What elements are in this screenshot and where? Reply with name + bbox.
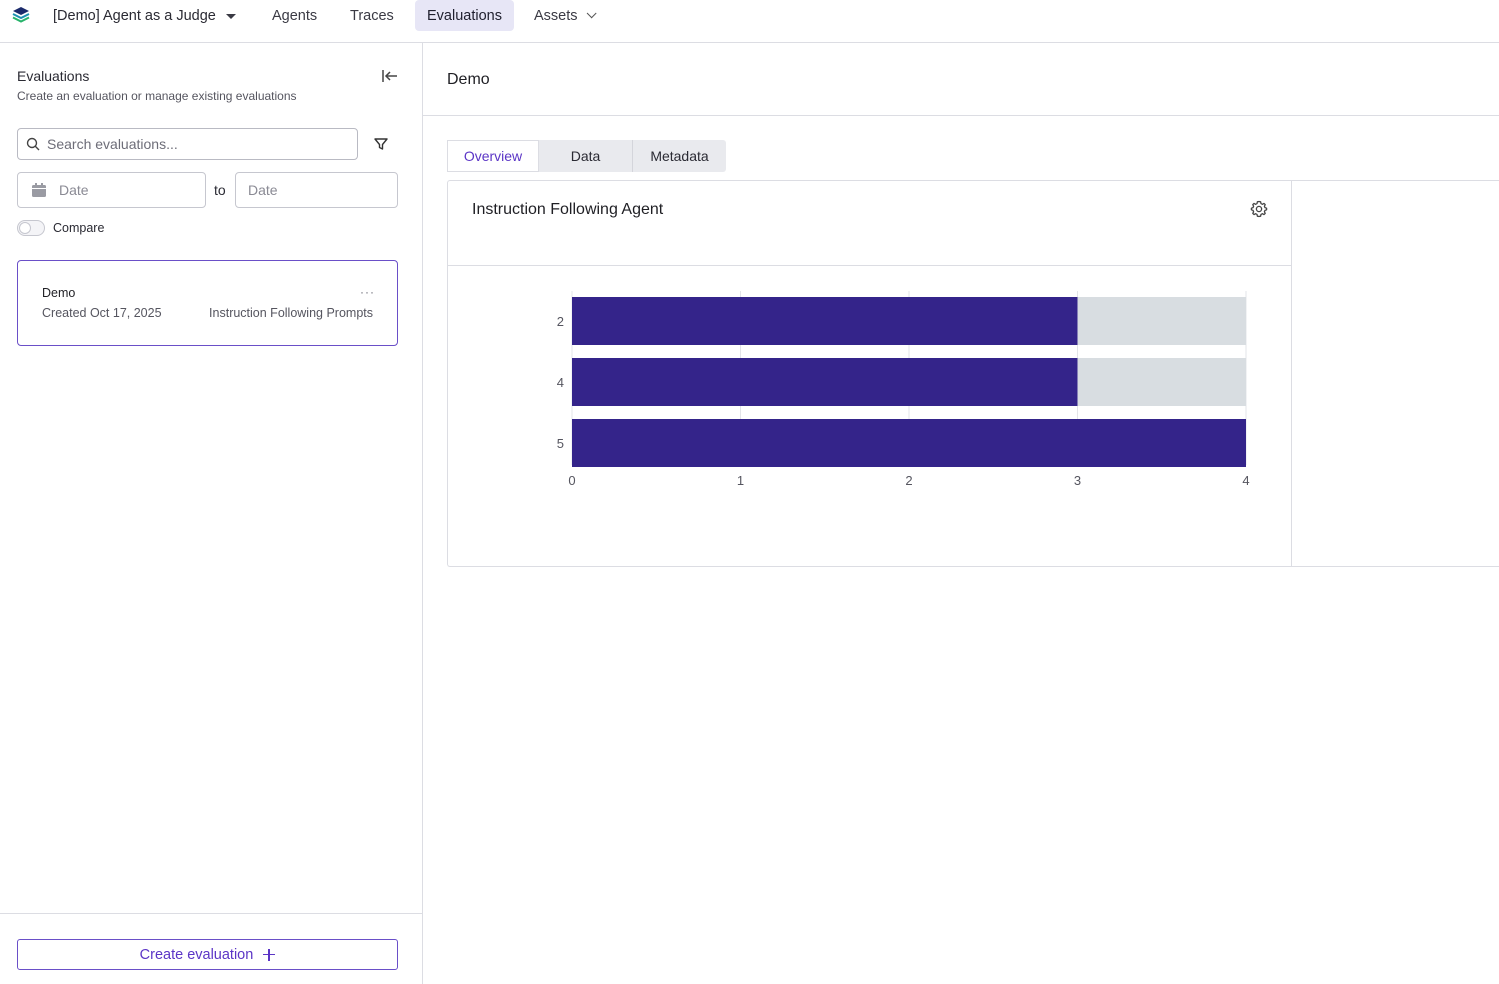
date-from-field: [17, 172, 206, 208]
app-logo-icon[interactable]: [12, 6, 30, 24]
bar: [1077, 297, 1246, 345]
top-navigation-bar: [Demo] Agent as a Judge Agents Traces Ev…: [0, 0, 1499, 43]
nav-agents-label: Agents: [272, 7, 318, 24]
date-to-input[interactable]: [248, 182, 368, 198]
project-name: [Demo] Agent as a Judge: [53, 7, 216, 24]
search-icon: [26, 137, 40, 151]
tab-metadata-label: Metadata: [650, 148, 709, 164]
main-content: Demo Overview Data Metadata Instruction …: [423, 43, 1499, 984]
sidebar-subtitle: Create an evaluation or manage existing …: [17, 89, 297, 103]
y-category-label: 2: [557, 314, 564, 329]
evaluation-dataset: Instruction Following Prompts: [209, 306, 373, 320]
collapse-sidebar-icon[interactable]: [379, 67, 399, 85]
chevron-down-icon: [586, 8, 597, 19]
date-from-input[interactable]: [59, 182, 179, 198]
tab-data-label: Data: [570, 148, 601, 164]
x-tick-label: 0: [568, 473, 575, 488]
tab-bar: Overview Data Metadata: [447, 140, 726, 172]
gear-icon[interactable]: [1250, 200, 1268, 218]
filter-icon[interactable]: [373, 136, 389, 152]
calendar-icon: [32, 183, 46, 197]
nav-assets-label: Assets: [534, 7, 578, 24]
main-header: Demo: [423, 43, 1499, 116]
plus-icon: [263, 948, 276, 961]
evaluation-created-date: Created Oct 17, 2025: [42, 306, 162, 320]
compare-toggle[interactable]: [17, 220, 45, 236]
agent-chart-card: Instruction Following Agent 0 1 2 3 4 2 4 5: [448, 181, 1292, 566]
evaluations-sidebar: Evaluations Create an evaluation or mana…: [0, 43, 423, 984]
tab-metadata[interactable]: Metadata: [633, 140, 726, 172]
bar: [1077, 358, 1246, 406]
y-category-label: 5: [557, 436, 564, 451]
search-input[interactable]: [47, 136, 337, 152]
nav-assets[interactable]: Assets: [522, 0, 605, 31]
bar: [572, 419, 1246, 467]
caret-down-icon: [225, 14, 236, 19]
tab-data[interactable]: Data: [539, 140, 633, 172]
chart-card-title: Instruction Following Agent: [472, 201, 664, 218]
x-tick-label: 2: [905, 473, 912, 488]
nav-traces[interactable]: Traces: [338, 0, 406, 31]
project-selector[interactable]: [Demo] Agent as a Judge: [53, 0, 236, 31]
page-title: Demo: [447, 71, 490, 88]
create-evaluation-label: Create evaluation: [139, 946, 254, 963]
overview-panel: Instruction Following Agent 0 1 2 3 4 2 4 5: [447, 180, 1499, 567]
toggle-knob: [19, 222, 31, 234]
nav-evaluations[interactable]: Evaluations: [415, 0, 514, 31]
sidebar-footer: Create evaluation: [0, 913, 422, 984]
more-options-icon[interactable]: ···: [360, 285, 375, 299]
chart-card-header: Instruction Following Agent: [448, 181, 1291, 266]
evaluation-card-demo[interactable]: Demo ··· Created Oct 17, 2025 Instructio…: [17, 260, 398, 346]
date-range-to-label: to: [214, 182, 226, 198]
create-evaluation-button[interactable]: Create evaluation: [17, 939, 398, 970]
score-distribution-chart: 0 1 2 3 4 2 4 5: [557, 291, 1250, 488]
x-tick-label: 1: [737, 473, 744, 488]
search-evaluations: [17, 128, 358, 160]
nav-agents[interactable]: Agents: [260, 0, 329, 31]
x-tick-label: 4: [1242, 473, 1249, 488]
nav-traces-label: Traces: [350, 7, 394, 24]
compare-label: Compare: [53, 221, 105, 235]
bar: [572, 358, 1078, 406]
y-category-label: 4: [557, 375, 564, 390]
tab-overview[interactable]: Overview: [447, 140, 539, 172]
date-to-field: [235, 172, 398, 208]
nav-evaluations-label: Evaluations: [427, 7, 502, 24]
tab-overview-label: Overview: [463, 148, 523, 164]
bar: [572, 297, 1078, 345]
sidebar-title: Evaluations: [17, 68, 90, 84]
evaluation-name: Demo: [42, 286, 76, 300]
x-tick-label: 3: [1074, 473, 1081, 488]
